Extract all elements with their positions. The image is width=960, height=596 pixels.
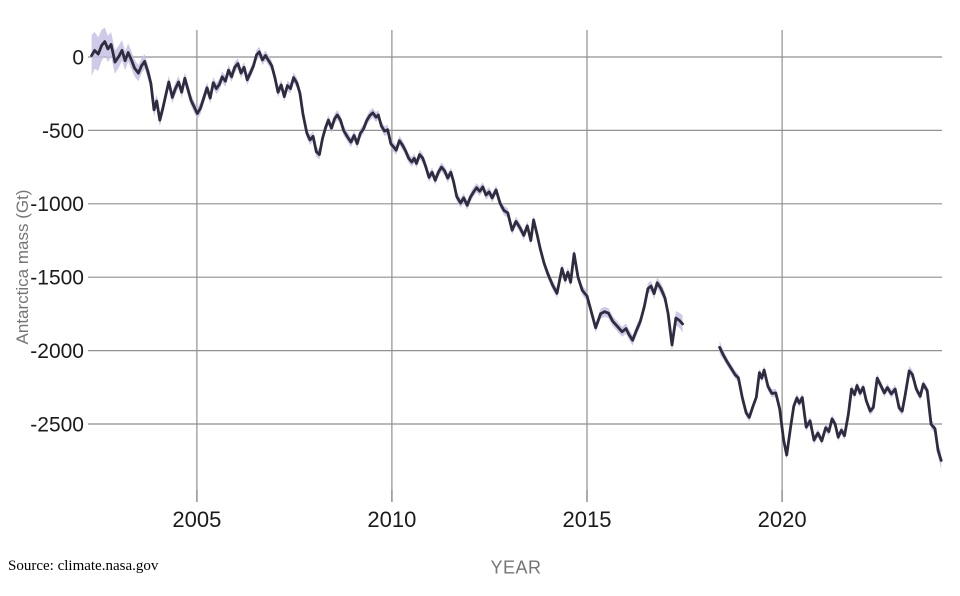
y-tick-label: 0	[72, 46, 84, 69]
mass-line	[90, 40, 943, 462]
tick-labels: 0 -500 -1000 -1500 -2000 -2500 2005 2010 2015 202…	[30, 46, 806, 532]
x-tick-label: 2005	[172, 507, 221, 532]
uncertainty-band	[91, 27, 942, 470]
gridlines	[88, 30, 942, 490]
x-axis-title: YEAR	[490, 557, 542, 578]
y-tick-label: -500	[42, 120, 84, 143]
mass-line-segment	[90, 40, 684, 347]
uncertainty-band-segment	[91, 27, 683, 352]
y-tick-label: -1000	[30, 193, 84, 216]
y-tick-label: -2000	[30, 340, 84, 363]
y-tick-label: -1500	[30, 267, 84, 290]
axis-ticks	[196, 490, 783, 502]
y-axis-title: Antarctica mass (Gt)	[13, 189, 32, 345]
mass-line-segment	[718, 346, 943, 462]
x-tick-label: 2015	[563, 507, 612, 532]
x-tick-label: 2010	[367, 507, 416, 532]
y-tick-label: -2500	[30, 413, 84, 436]
source-note: Source: climate.nasa.gov	[8, 558, 159, 574]
x-tick-label: 2020	[758, 507, 807, 532]
